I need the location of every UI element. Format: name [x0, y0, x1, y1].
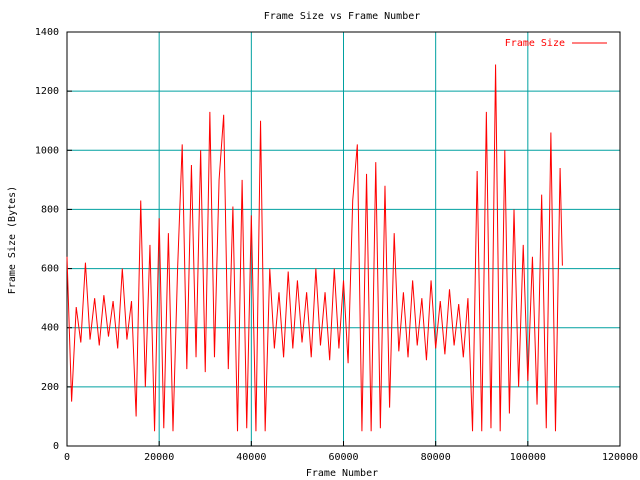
series-line — [66, 64, 563, 432]
legend-label: Frame Size — [505, 38, 565, 49]
x-tick-label: 100000 — [510, 452, 546, 463]
x-axis-label: Frame Number — [306, 468, 378, 479]
y-tick-label: 1000 — [35, 145, 59, 156]
y-tick-label: 600 — [41, 264, 59, 275]
x-tick-label: 80000 — [421, 452, 451, 463]
x-tick-label: 0 — [64, 452, 70, 463]
y-tick-label: 400 — [41, 323, 59, 334]
x-tick-label: 120000 — [602, 452, 638, 463]
plot-frame — [66, 31, 621, 447]
x-tick-label: 40000 — [236, 452, 266, 463]
y-tick-label: 800 — [41, 204, 59, 215]
chart-title: Frame Size vs Frame Number — [264, 11, 421, 22]
y-tick-label: 0 — [53, 441, 59, 452]
x-tick-label: 60000 — [328, 452, 358, 463]
y-axis-label: Frame Size (Bytes) — [7, 186, 18, 294]
x-tick-label: 20000 — [144, 452, 174, 463]
y-tick-label: 1200 — [35, 86, 59, 97]
y-tick-label: 1400 — [35, 27, 59, 38]
y-tick-label: 200 — [41, 382, 59, 393]
